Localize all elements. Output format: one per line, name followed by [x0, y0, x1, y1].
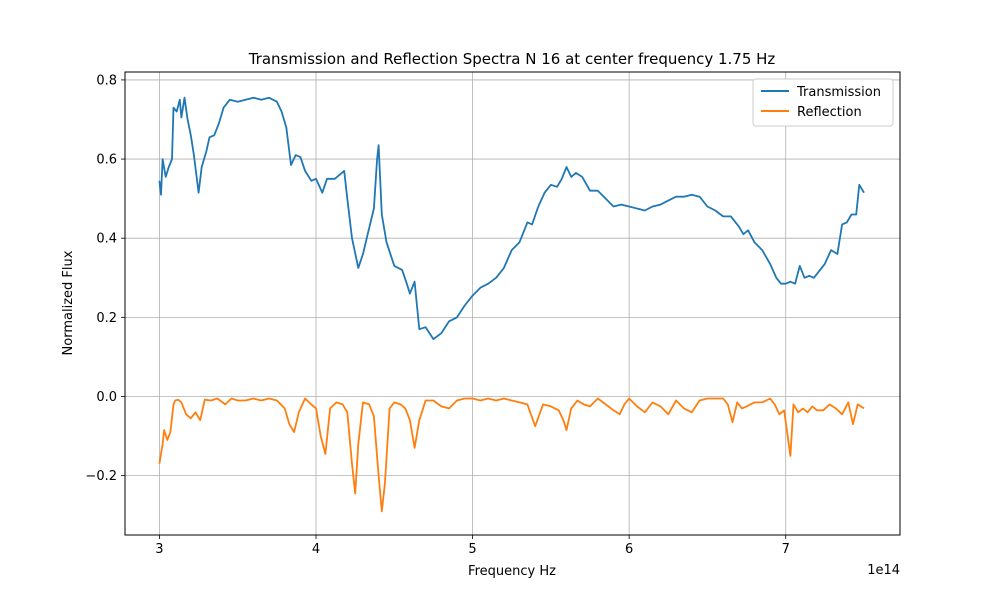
- x-tick-label: 5: [468, 542, 476, 557]
- x-axis-offset-label: 1e14: [867, 563, 900, 578]
- y-tick-label: 0.4: [96, 232, 117, 247]
- series-line-reflection: [158, 397, 865, 513]
- x-tick-label: 7: [782, 542, 790, 557]
- y-tick-label: −0.2: [85, 469, 117, 484]
- legend: Transmission Reflection: [752, 78, 894, 127]
- plot-area: [125, 72, 900, 535]
- chart-title: Transmission and Reflection Spectra N 16…: [248, 50, 776, 68]
- axes-frame: [124, 71, 901, 536]
- x-tick-label: 6: [625, 542, 633, 557]
- x-axis: 3 4 5 6 7: [155, 535, 790, 557]
- x-tick-label: 3: [155, 542, 163, 557]
- x-tick-label: 4: [312, 542, 320, 557]
- y-tick-label: 0.6: [96, 153, 117, 168]
- y-tick-label: 0.8: [96, 73, 117, 88]
- legend-label-transmission: Transmission: [796, 85, 881, 100]
- series-line-transmission: [158, 96, 865, 340]
- legend-label-reflection: Reflection: [797, 105, 862, 120]
- x-axis-label: Frequency Hz: [468, 564, 556, 579]
- y-tick-label: 0.2: [96, 311, 117, 326]
- series-layer: [158, 96, 865, 513]
- y-tick-label: 0.0: [96, 390, 117, 405]
- y-axis-label: Normalized Flux: [61, 250, 76, 355]
- y-axis: −0.2 0.0 0.2 0.4 0.6 0.8: [85, 73, 125, 484]
